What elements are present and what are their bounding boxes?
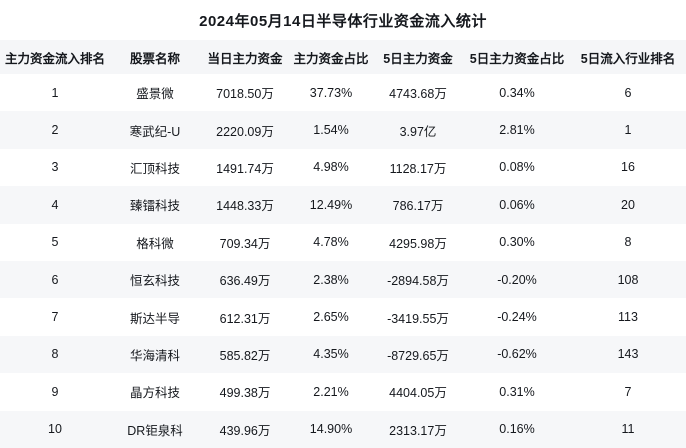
cell-5day-main-funds: 4743.68万 bbox=[389, 87, 447, 102]
table-row: 7 斯达半导 612.31万 2.65% -3419.55万 -0.24% 113 bbox=[0, 298, 686, 336]
cell-5day-industry-rank: 20 bbox=[621, 197, 635, 212]
cell-5day-industry-rank: 108 bbox=[617, 272, 639, 287]
cell-day-main-funds: 585.82万 bbox=[219, 348, 271, 363]
table-body: 1 盛景微 7018.50万 37.73% 4743.68万 0.34% 6 2 寒武纪-U 22… bbox=[0, 74, 686, 448]
cell-5day-industry-rank: 11 bbox=[621, 422, 635, 437]
cell-stock-name: 华海清科 bbox=[129, 348, 180, 363]
cell-5day-main-funds: -2894.58万 bbox=[387, 274, 449, 289]
table-row: 2 寒武纪-U 2220.09万 1.54% 3.97亿 2.81% 1 bbox=[0, 111, 686, 149]
cell-5day-main-funds: 4295.98万 bbox=[389, 236, 447, 251]
cell-main-funds-ratio: 4.78% bbox=[313, 235, 349, 250]
cell-5day-industry-rank: 6 bbox=[624, 85, 632, 100]
cell-main-funds-ratio: 2.21% bbox=[313, 384, 349, 399]
cell-day-main-funds: 2220.09万 bbox=[216, 124, 274, 139]
cell-main-funds-ratio: 2.38% bbox=[313, 272, 349, 287]
cell-5day-funds-ratio: -0.62% bbox=[497, 347, 537, 362]
cell-stock-name: 格科微 bbox=[136, 236, 174, 251]
cell-stock-name: DR钜泉科 bbox=[127, 423, 183, 438]
column-header-stock-name: 股票名称 bbox=[129, 51, 180, 66]
cell-day-main-funds: 439.96万 bbox=[219, 423, 271, 438]
table-row: 9 晶方科技 499.38万 2.21% 4404.05万 0.31% 7 bbox=[0, 373, 686, 411]
cell-main-funds-ratio: 2.65% bbox=[313, 310, 349, 325]
cell-stock-name: 寒武纪-U bbox=[129, 124, 181, 139]
cell-rank: 5 bbox=[51, 235, 59, 250]
cell-day-main-funds: 709.34万 bbox=[219, 236, 271, 251]
cell-day-main-funds: 7018.50万 bbox=[216, 87, 274, 102]
cell-5day-funds-ratio: 0.06% bbox=[499, 197, 535, 212]
table-row: 5 格科微 709.34万 4.78% 4295.98万 0.30% 8 bbox=[0, 223, 686, 261]
cell-day-main-funds: 1491.74万 bbox=[216, 161, 274, 176]
cell-stock-name: 盛景微 bbox=[136, 87, 174, 102]
cell-5day-main-funds: 786.17万 bbox=[392, 199, 444, 214]
cell-5day-funds-ratio: 0.30% bbox=[499, 235, 535, 250]
cell-main-funds-ratio: 12.49% bbox=[309, 197, 353, 212]
cell-rank: 3 bbox=[51, 160, 59, 175]
cell-5day-main-funds: 1128.17万 bbox=[389, 161, 447, 176]
cell-rank: 10 bbox=[48, 422, 62, 437]
table-row: 4 臻镭科技 1448.33万 12.49% 786.17万 0.06% 20 bbox=[0, 186, 686, 224]
table-row: 3 汇顶科技 1491.74万 4.98% 1128.17万 0.08% 16 bbox=[0, 148, 686, 187]
cell-5day-main-funds: -8729.65万 bbox=[387, 348, 449, 363]
cell-rank: 1 bbox=[51, 85, 59, 100]
cell-5day-funds-ratio: 0.08% bbox=[499, 160, 535, 175]
column-header-5day-main-funds: 5日主力资金 bbox=[383, 51, 453, 66]
cell-5day-industry-rank: 113 bbox=[618, 310, 638, 325]
table-row: 1 盛景微 7018.50万 37.73% 4743.68万 0.34% 6 bbox=[0, 74, 686, 112]
column-header-rank: 主力资金流入排名 bbox=[4, 51, 105, 66]
cell-rank: 6 bbox=[51, 272, 59, 287]
cell-day-main-funds: 636.49万 bbox=[219, 274, 271, 289]
cell-5day-main-funds: -3419.55万 bbox=[387, 311, 449, 326]
cell-main-funds-ratio: 14.90% bbox=[309, 422, 353, 437]
cell-5day-main-funds: 3.97亿 bbox=[399, 124, 437, 139]
column-header-5day-industry-rank: 5日流入行业排名 bbox=[580, 51, 676, 66]
column-header-day-main-funds: 当日主力资金 bbox=[207, 51, 283, 66]
cell-main-funds-ratio: 4.98% bbox=[313, 160, 349, 175]
cell-day-main-funds: 612.31万 bbox=[219, 311, 271, 326]
cell-stock-name: 臻镭科技 bbox=[129, 199, 180, 214]
cell-5day-funds-ratio: 2.81% bbox=[499, 123, 535, 138]
fund-flow-table: 主力资金流入排名 股票名称 当日主力资金 主力资金占比 5日主力资金 5日主力资… bbox=[0, 40, 686, 448]
cell-5day-funds-ratio: 0.34% bbox=[499, 85, 535, 100]
cell-5day-funds-ratio: 0.16% bbox=[499, 422, 535, 437]
cell-rank: 7 bbox=[51, 310, 59, 325]
cell-rank: 8 bbox=[51, 347, 59, 362]
cell-5day-industry-rank: 8 bbox=[624, 235, 632, 250]
column-header-5day-funds-ratio: 5日主力资金占比 bbox=[469, 51, 565, 66]
cell-stock-name: 晶方科技 bbox=[129, 386, 180, 401]
cell-5day-industry-rank: 7 bbox=[624, 384, 632, 399]
table-header-row: 主力资金流入排名 股票名称 当日主力资金 主力资金占比 5日主力资金 5日主力资… bbox=[0, 40, 686, 74]
cell-stock-name: 斯达半导 bbox=[129, 311, 180, 326]
cell-5day-funds-ratio: -0.20% bbox=[497, 272, 537, 287]
cell-rank: 4 bbox=[51, 197, 59, 212]
page-title: 2024年05月14日半导体行业资金流入统计 bbox=[199, 12, 487, 30]
cell-5day-funds-ratio: 0.31% bbox=[499, 384, 535, 399]
table-row: 8 华海清科 585.82万 4.35% -8729.65万 -0.62% 143 bbox=[0, 335, 686, 374]
cell-5day-main-funds: 4404.05万 bbox=[389, 386, 447, 401]
cell-main-funds-ratio: 37.73% bbox=[309, 85, 353, 100]
cell-5day-funds-ratio: -0.24% bbox=[497, 310, 537, 325]
cell-5day-industry-rank: 143 bbox=[617, 347, 639, 362]
cell-main-funds-ratio: 4.35% bbox=[313, 347, 349, 362]
cell-main-funds-ratio: 1.54% bbox=[313, 123, 349, 138]
cell-stock-name: 汇顶科技 bbox=[129, 161, 180, 176]
cell-stock-name: 恒玄科技 bbox=[129, 274, 180, 289]
cell-5day-main-funds: 2313.17万 bbox=[389, 423, 447, 438]
cell-5day-industry-rank: 1 bbox=[624, 123, 632, 138]
cell-day-main-funds: 499.38万 bbox=[219, 386, 271, 401]
column-header-main-funds-ratio: 主力资金占比 bbox=[293, 51, 369, 66]
cell-rank: 2 bbox=[51, 123, 59, 138]
table-row: 10 DR钜泉科 439.96万 14.90% 2313.17万 0.16% 11 bbox=[0, 410, 686, 448]
cell-rank: 9 bbox=[51, 384, 59, 399]
title-bar: 2024年05月14日半导体行业资金流入统计 bbox=[0, 0, 686, 40]
table-row: 6 恒玄科技 636.49万 2.38% -2894.58万 -0.20% 108 bbox=[0, 260, 686, 299]
cell-day-main-funds: 1448.33万 bbox=[216, 199, 274, 214]
cell-5day-industry-rank: 16 bbox=[621, 160, 635, 175]
